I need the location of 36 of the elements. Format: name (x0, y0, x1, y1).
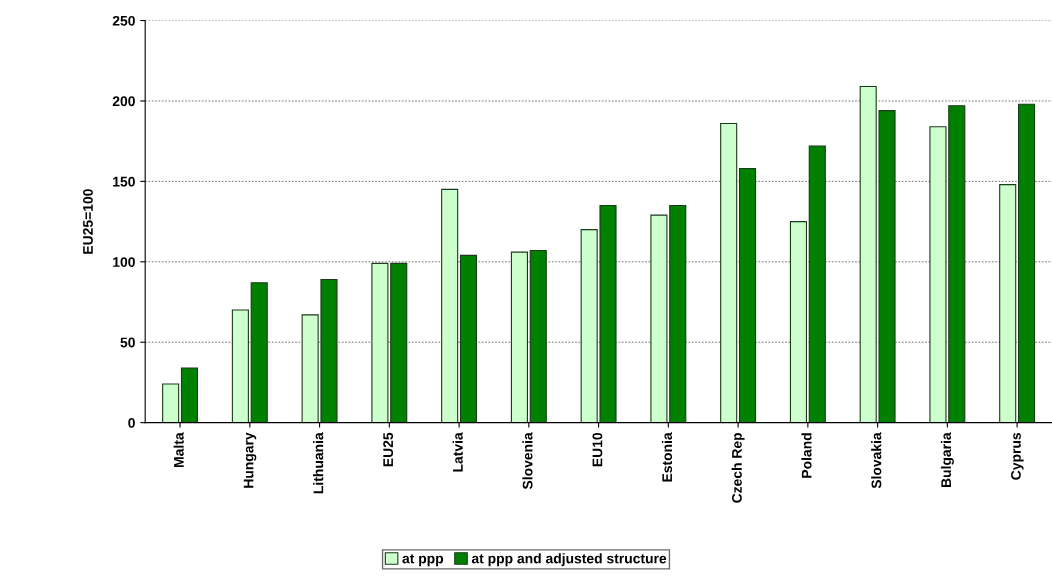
bar (789, 221, 807, 423)
bar (510, 251, 528, 423)
y-tick-label: 150 (113, 176, 135, 187)
y-tick-label: 50 (120, 337, 135, 348)
y-axis-title: EU25=100 (83, 189, 93, 254)
bar (231, 309, 249, 423)
bar (999, 184, 1017, 423)
x-tick-label: Bulgaria (940, 432, 954, 487)
x-tick-label: EU25 (383, 432, 394, 467)
x-tick-label: Lithuania (313, 432, 324, 494)
x-tick-label: Latvia (452, 432, 463, 472)
bar (529, 249, 547, 423)
bar (250, 282, 268, 423)
y-tick-label: 100 (113, 257, 135, 267)
x-tick-label: Estonia (661, 432, 673, 482)
legend-label: at ppp (402, 554, 444, 567)
legend-label: at ppp and adjusted structure (471, 553, 667, 567)
x-tick-label: Cyprus (1011, 432, 1024, 480)
x-tick-label: Malta (173, 432, 184, 467)
x-tick-label: Czech Rep (731, 432, 745, 503)
y-tick-label: 200 (112, 96, 135, 107)
x-tick-label: Hungary (243, 432, 257, 488)
x-tick-label: Poland (801, 433, 812, 478)
x-tick-label: Slovakia (871, 432, 882, 489)
bar (441, 188, 459, 423)
y-tick-label: 250 (112, 15, 135, 26)
bar (1017, 103, 1036, 423)
bar (808, 145, 826, 423)
bar (180, 367, 199, 423)
bar (738, 167, 757, 423)
x-tick-label: Slovenia (522, 432, 533, 490)
y-tick-label: 0 (128, 417, 135, 428)
bar (459, 254, 478, 423)
x-tick-label: EU10 (592, 432, 603, 467)
bar (162, 383, 180, 423)
bar (720, 122, 738, 423)
